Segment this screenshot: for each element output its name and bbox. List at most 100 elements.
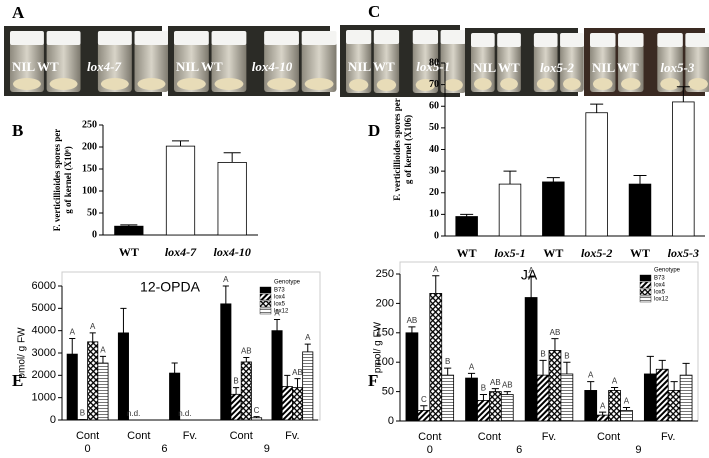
x-tick-label: Cont <box>127 430 150 442</box>
significance-letter: n.d. <box>178 409 191 418</box>
photo-label: NIL WT lox5-3 <box>592 60 695 75</box>
bar <box>524 297 538 422</box>
significance-letter: A <box>90 322 96 331</box>
bar <box>441 374 455 422</box>
kernels <box>376 79 397 91</box>
error-bar <box>590 103 604 113</box>
y-tick-label: 1000 <box>32 392 56 404</box>
significance-letter: A <box>223 275 229 284</box>
error-bar <box>670 381 678 391</box>
photo-label-part: WT <box>37 59 59 74</box>
error-bar <box>633 174 647 185</box>
legend-label: B73 <box>274 288 285 294</box>
chart: F 0 50 100 150 200 250 pmol/ g FW JA Cont Cont Fv. C… <box>368 261 699 456</box>
error-bar <box>610 386 619 391</box>
y-tick-label: 100 <box>376 356 394 368</box>
chart-title: JA <box>521 267 538 283</box>
photo-label-part: NIL <box>592 60 615 75</box>
error-bar <box>479 394 488 401</box>
y-tick-label: 3000 <box>32 347 56 359</box>
jar-cap <box>533 33 558 47</box>
x-tick-label: lox4-10 <box>213 245 250 259</box>
x-tick-label: Fv. <box>183 430 197 442</box>
significance-letter: A <box>469 362 475 371</box>
y-tick-label: 0 <box>434 230 439 241</box>
jar-cap <box>412 30 439 44</box>
significance-letter: AB <box>407 316 418 325</box>
kernels <box>304 78 334 90</box>
y-tick-label: 250 <box>82 119 97 130</box>
bar <box>251 417 263 421</box>
bar <box>536 374 550 422</box>
y-tick-label: 50 <box>429 122 439 133</box>
bar <box>417 410 431 422</box>
photo-label-part: NIL <box>176 59 199 74</box>
bar <box>608 390 621 422</box>
jar-cap <box>264 31 299 45</box>
jar-cap <box>174 31 209 45</box>
error-bar <box>444 367 452 376</box>
error-bar <box>539 359 547 376</box>
legend-swatch <box>259 300 272 308</box>
error-bar <box>587 381 595 391</box>
photo-label-part: WT <box>201 59 223 74</box>
significance-letter: A <box>612 377 618 386</box>
bar <box>291 387 304 421</box>
error-bar <box>120 224 138 227</box>
kernels <box>49 78 78 90</box>
photo-label-part: lox5-2 <box>540 60 574 75</box>
bar <box>429 293 443 422</box>
kernels <box>500 78 518 90</box>
y-axis-label: F. verticillioides spores per <box>52 129 62 232</box>
jar-cap <box>346 30 372 44</box>
y-tick-label: 200 <box>376 297 394 309</box>
legend-label: lox4 <box>274 295 286 301</box>
x-tick-label: WT <box>543 246 563 260</box>
bar <box>117 332 129 421</box>
kernels <box>660 78 680 90</box>
error-bar <box>551 338 559 351</box>
bar <box>281 386 293 421</box>
chart: B 0 50 100 150 200 250 F. verticillioides spore… <box>12 119 258 259</box>
photo-label-part: lox4-7 <box>87 59 121 74</box>
error-bar <box>503 170 517 185</box>
bar <box>217 161 247 236</box>
y-tick-label: 0 <box>92 229 97 240</box>
x-tick-label: Fv. <box>661 431 675 443</box>
significance-letter: B <box>233 377 238 386</box>
error-bar <box>432 275 440 294</box>
error-bar <box>304 343 311 352</box>
error-bar <box>563 361 571 374</box>
jar <box>346 41 372 93</box>
kernels <box>13 78 41 90</box>
panel-letter: E <box>12 371 23 390</box>
legend-label: lox5 <box>654 290 666 296</box>
bar <box>302 351 314 421</box>
kernels <box>536 78 555 90</box>
kernels <box>137 78 166 90</box>
bar <box>405 332 419 422</box>
error-bar <box>420 405 428 411</box>
group-label: 9 <box>635 444 641 456</box>
error-bar <box>222 285 229 304</box>
significance-letter: A <box>100 345 106 354</box>
jar-cap <box>590 33 616 47</box>
bar <box>165 145 196 236</box>
significance-letter: AB <box>490 378 501 387</box>
legend-swatch <box>259 307 272 315</box>
significance-letter: A <box>433 265 439 274</box>
y-axis-label: g of kernel (X10⁶) <box>63 146 73 213</box>
bar <box>500 394 514 422</box>
error-bar <box>460 213 474 217</box>
significance-letter: B <box>445 357 450 366</box>
kernels <box>474 78 492 90</box>
jar-cap <box>46 31 81 45</box>
chart: E 0 1000 2000 3000 4000 5000 6000 pmol/ g FW 12-O… <box>12 271 321 455</box>
kernels <box>593 78 613 90</box>
x-tick-label: WT <box>630 246 650 260</box>
significance-letter: A <box>305 333 311 342</box>
error-bar <box>253 416 260 418</box>
significance-letter: AB <box>502 381 513 390</box>
significance-letter: n.d. <box>127 409 140 418</box>
